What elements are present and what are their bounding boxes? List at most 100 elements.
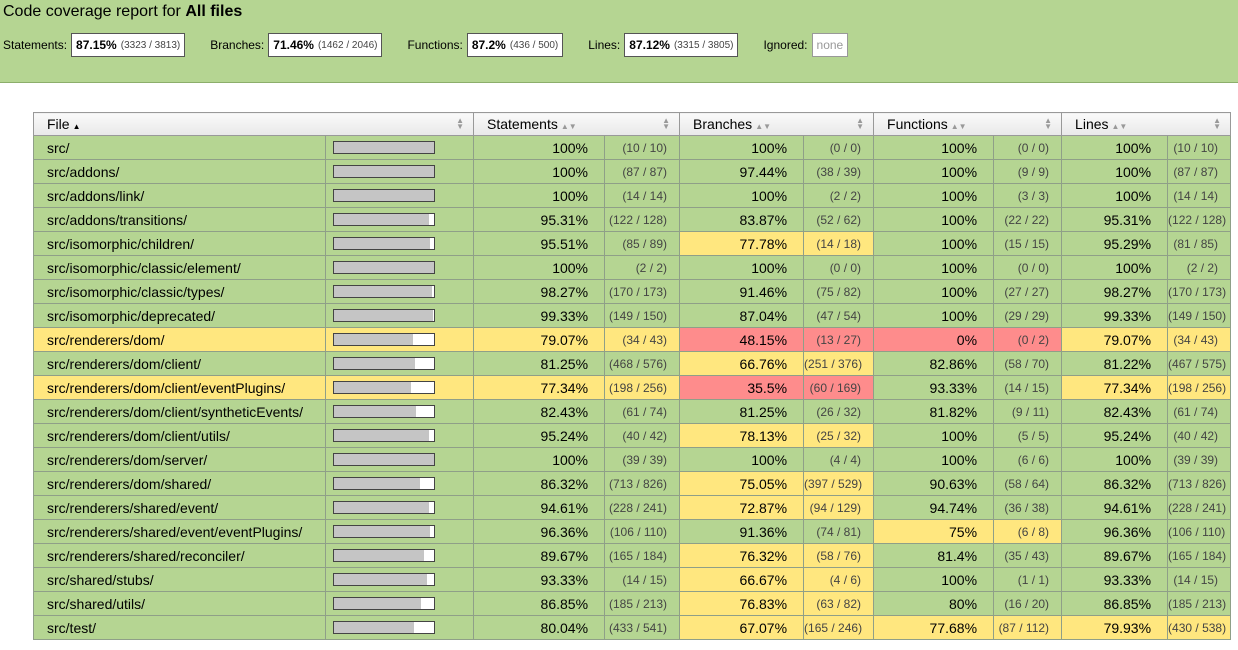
table-row: src/addons/100% (87 / 87) 97.44% (38 / 39) 1… xyxy=(33,159,1232,184)
statements-count: (39 / 39) xyxy=(604,447,681,472)
functions-pct: 100% xyxy=(873,159,995,184)
lines-pct: 82.43% xyxy=(1061,399,1169,424)
coverage-bar-cell xyxy=(324,375,475,400)
column-header-lines[interactable]: Lines ▲▼ ▲ ▼ xyxy=(1061,112,1232,136)
column-label: File xyxy=(47,116,70,132)
coverage-bar-cell xyxy=(324,135,475,160)
file-link[interactable]: src/addons/ xyxy=(33,159,326,184)
coverage-bar-fill xyxy=(334,334,414,345)
column-header-branches[interactable]: Branches ▲▼ ▲ ▼ xyxy=(679,112,875,136)
functions-pct: 81.4% xyxy=(873,543,995,568)
file-link[interactable]: src/isomorphic/children/ xyxy=(33,231,326,256)
coverage-bar-cell xyxy=(324,255,475,280)
functions-count: (9 / 11) xyxy=(993,399,1063,424)
column-header-file[interactable]: File ▲ ▲ ▼ xyxy=(32,112,475,136)
coverage-bar-cell xyxy=(324,615,475,640)
table-row: src/isomorphic/children/95.51% (85 / 89) 7… xyxy=(33,231,1232,256)
functions-count: (0 / 2) xyxy=(993,327,1063,352)
report-header: Code coverage report for All files State… xyxy=(0,0,1238,83)
branches-pct: 78.13% xyxy=(679,423,805,448)
lines-pct: 79.93% xyxy=(1061,615,1169,640)
table-row: src/addons/transitions/95.31% (122 / 128)… xyxy=(33,207,1232,232)
file-link[interactable]: src/renderers/dom/client/ xyxy=(33,351,326,376)
file-link[interactable]: src/test/ xyxy=(33,615,326,640)
file-link[interactable]: src/renderers/shared/event/eventPlugins/ xyxy=(33,519,326,544)
file-link[interactable]: src/shared/utils/ xyxy=(33,591,326,616)
file-link[interactable]: src/renderers/dom/shared/ xyxy=(33,471,326,496)
functions-pct: 77.68% xyxy=(873,615,995,640)
coverage-bar xyxy=(333,285,435,298)
coverage-bar xyxy=(333,573,435,586)
statements-count: (34 / 43) xyxy=(604,327,681,352)
statements-count: (10 / 10) xyxy=(604,135,681,160)
coverage-bar-cell xyxy=(324,471,475,496)
summary-value-box: 71.46% (1462 / 2046) xyxy=(268,33,383,57)
coverage-bar xyxy=(333,429,435,442)
coverage-bar xyxy=(333,477,435,490)
coverage-bar xyxy=(333,621,435,634)
branches-pct: 77.78% xyxy=(679,231,805,256)
table-row: src/renderers/dom/server/100% (39 / 39) 10… xyxy=(33,447,1232,472)
statements-count: (85 / 89) xyxy=(604,231,681,256)
coverage-bar-cell xyxy=(324,303,475,328)
sort-icon: ▲▼ xyxy=(755,122,772,131)
file-link[interactable]: src/renderers/shared/event/ xyxy=(33,495,326,520)
file-link[interactable]: src/renderers/dom/ xyxy=(33,327,326,352)
branches-count: (75 / 82) xyxy=(803,279,875,304)
file-link[interactable]: src/renderers/dom/client/eventPlugins/ xyxy=(33,375,326,400)
lines-count: (14 / 14) xyxy=(1167,183,1232,208)
file-link[interactable]: src/isomorphic/deprecated/ xyxy=(33,303,326,328)
file-link[interactable]: src/renderers/shared/reconciler/ xyxy=(33,543,326,568)
statements-count: (40 / 42) xyxy=(604,423,681,448)
statements-pct: 100% xyxy=(473,159,606,184)
table-row: src/renderers/dom/client/syntheticEvents… xyxy=(33,399,1232,424)
functions-count: (6 / 6) xyxy=(993,447,1063,472)
branches-count: (52 / 62) xyxy=(803,207,875,232)
branches-count: (251 / 376) xyxy=(803,351,875,376)
branches-pct: 48.15% xyxy=(679,327,805,352)
file-link[interactable]: src/shared/stubs/ xyxy=(33,567,326,592)
file-link[interactable]: src/isomorphic/classic/element/ xyxy=(33,255,326,280)
lines-pct: 95.29% xyxy=(1061,231,1169,256)
branches-pct: 66.76% xyxy=(679,351,805,376)
branches-count: (25 / 32) xyxy=(803,423,875,448)
functions-pct: 100% xyxy=(873,303,995,328)
coverage-bar-fill xyxy=(334,310,434,321)
lines-pct: 77.34% xyxy=(1061,375,1169,400)
summary-value-box: 87.12% (3315 / 3805) xyxy=(624,33,739,57)
branches-pct: 100% xyxy=(679,183,805,208)
title-prefix: Code coverage report for xyxy=(3,3,186,20)
functions-pct: 100% xyxy=(873,279,995,304)
branches-count: (397 / 529) xyxy=(803,471,875,496)
coverage-bar-cell xyxy=(324,183,475,208)
table-body: src/100% (10 / 10) 100% (0 / 0) 100% (0 / 0) 1… xyxy=(33,135,1232,640)
file-link[interactable]: src/renderers/dom/client/syntheticEvents… xyxy=(33,399,326,424)
functions-count: (9 / 9) xyxy=(993,159,1063,184)
file-link[interactable]: src/renderers/dom/client/utils/ xyxy=(33,423,326,448)
table-row: src/renderers/shared/reconciler/89.67% (1… xyxy=(33,543,1232,568)
file-link[interactable]: src/addons/link/ xyxy=(33,183,326,208)
functions-count: (27 / 27) xyxy=(993,279,1063,304)
file-link[interactable]: src/isomorphic/classic/types/ xyxy=(33,279,326,304)
coverage-bar xyxy=(333,597,435,610)
lines-count: (81 / 85) xyxy=(1167,231,1232,256)
statements-pct: 89.67% xyxy=(473,543,606,568)
functions-count: (0 / 0) xyxy=(993,255,1063,280)
statements-count: (106 / 110) xyxy=(604,519,681,544)
lines-pct: 95.31% xyxy=(1061,207,1169,232)
branches-pct: 67.07% xyxy=(679,615,805,640)
column-header-functions[interactable]: Functions ▲▼ ▲ ▼ xyxy=(873,112,1063,136)
statements-pct: 81.25% xyxy=(473,351,606,376)
summary-ignored: Ignored: none xyxy=(763,33,849,57)
file-link[interactable]: src/renderers/dom/server/ xyxy=(33,447,326,472)
file-link[interactable]: src/ xyxy=(33,135,326,160)
coverage-bar-fill xyxy=(334,382,412,393)
statements-pct: 99.33% xyxy=(473,303,606,328)
statements-count: (87 / 87) xyxy=(604,159,681,184)
file-link[interactable]: src/addons/transitions/ xyxy=(33,207,326,232)
sort-icon: ▲▼ xyxy=(1044,116,1053,131)
functions-count: (14 / 15) xyxy=(993,375,1063,400)
column-header-statements[interactable]: Statements ▲▼ ▲ ▼ xyxy=(473,112,681,136)
functions-pct: 100% xyxy=(873,207,995,232)
branches-pct: 97.44% xyxy=(679,159,805,184)
